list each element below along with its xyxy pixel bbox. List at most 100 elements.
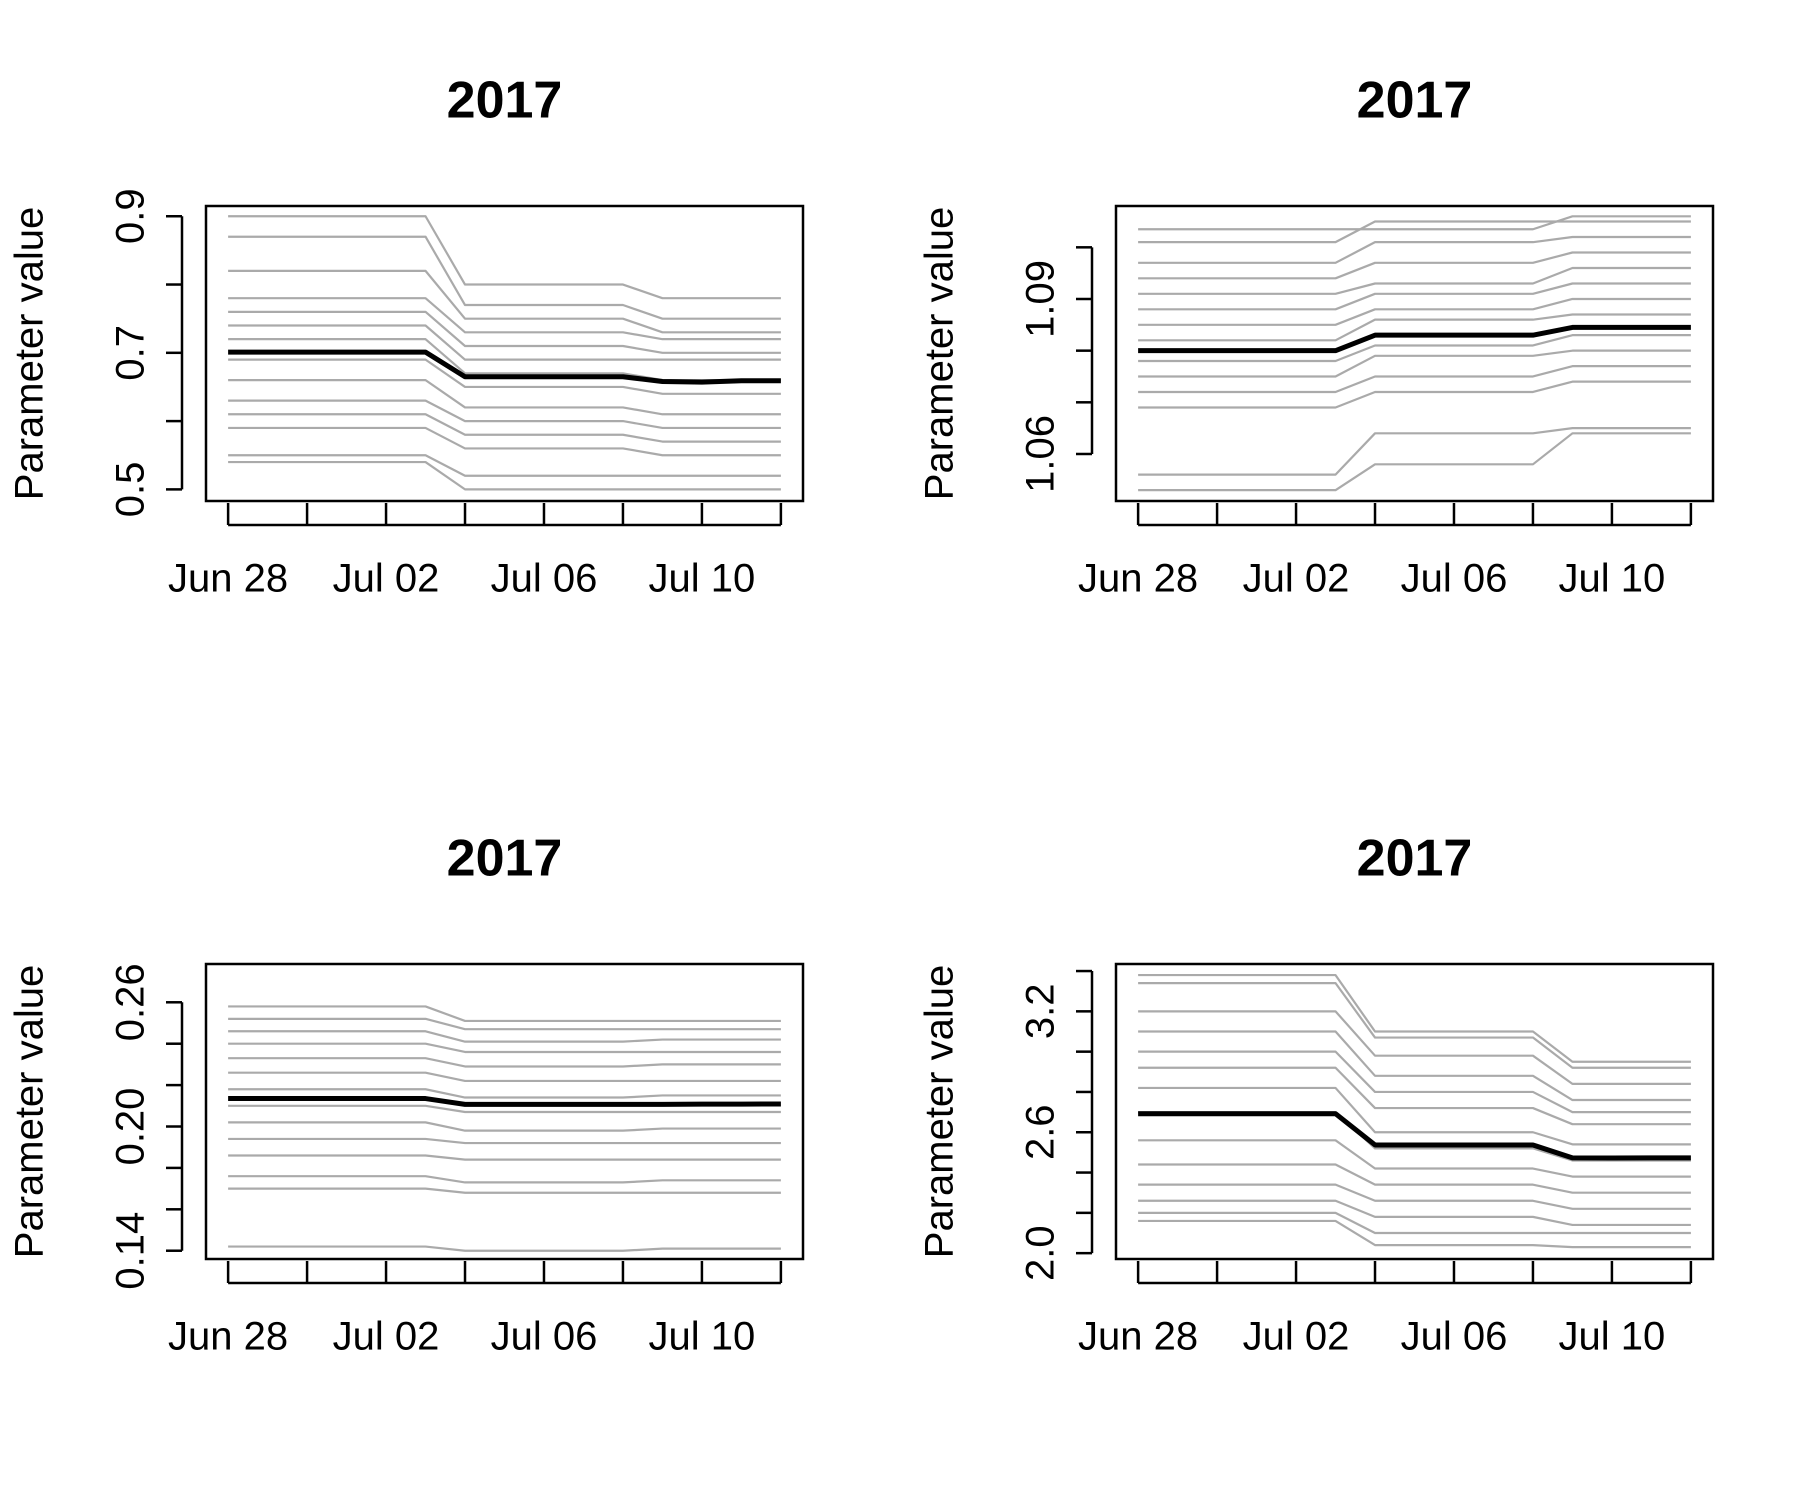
data-line	[1138, 1050, 1691, 1114]
x-tick-label: Jun 28	[168, 1315, 288, 1359]
panel: 2017 Parameter value Jun 28 Jul 02 Jul 06 Jul…	[8, 72, 805, 601]
data-line	[228, 426, 781, 457]
data-line	[1138, 1163, 1691, 1194]
x-tick-label: Jul 10	[649, 557, 756, 601]
x-tick-label: Jul 10	[1559, 1315, 1666, 1359]
plot-frame	[204, 962, 805, 1261]
x-tick-label: Jul 10	[649, 1315, 756, 1359]
x-tick-label: Jul 02	[333, 1315, 440, 1359]
data-line	[228, 1104, 781, 1114]
data-line	[1138, 266, 1691, 295]
panel: 2017 Parameter value Jun 28 Jul 02 Jul 06 Jul…	[8, 830, 805, 1359]
y-axis-label: Parameter value	[918, 965, 962, 1258]
data-line	[1138, 982, 1691, 1069]
data-line	[1138, 1211, 1691, 1235]
y-tick-label: 1.06	[1019, 415, 1063, 493]
chart-title: 2017	[447, 830, 563, 888]
x-tick-label: Jun 28	[168, 557, 288, 601]
data-line	[1138, 215, 1691, 231]
x-tick-label: Jul 06	[1401, 557, 1508, 601]
panel: 2017 Parameter value Jun 28 Jul 02 Jul 06 Jul…	[918, 72, 1715, 601]
data-line	[228, 399, 781, 430]
x-tick-label: Jul 06	[491, 557, 598, 601]
data-line	[228, 1154, 781, 1161]
data-line	[228, 413, 781, 443]
x-tick-label: Jul 02	[333, 557, 440, 601]
chart-title: 2017	[1357, 830, 1473, 888]
data-line	[228, 1057, 781, 1068]
data-line	[1138, 1139, 1691, 1178]
data-line	[228, 1088, 781, 1099]
data-line	[1138, 1183, 1691, 1210]
y-axis-label: Parameter value	[8, 965, 52, 1258]
data-line	[228, 379, 781, 416]
data-line	[1138, 220, 1691, 244]
data-line	[228, 269, 781, 334]
data-line	[228, 1030, 781, 1043]
x-tick-label: Jul 02	[1243, 1315, 1350, 1359]
data-line	[228, 454, 781, 477]
data-line	[228, 349, 781, 385]
y-tick-label: 2.0	[1019, 1225, 1063, 1281]
data-line	[228, 235, 781, 320]
data-line	[1138, 973, 1691, 1063]
data-line	[228, 460, 781, 491]
data-line	[228, 1017, 781, 1031]
data-line	[228, 1175, 781, 1184]
y-tick-label: 1.09	[1019, 260, 1063, 338]
data-line	[1138, 365, 1691, 394]
data-line	[1138, 235, 1691, 264]
data-line	[228, 1042, 781, 1054]
data-line	[1138, 1086, 1691, 1146]
data-line	[1138, 1010, 1691, 1085]
data-line	[1138, 282, 1691, 311]
chart-title: 2017	[447, 72, 563, 130]
y-tick-label: 2.6	[1019, 1104, 1063, 1160]
y-axis-label: Parameter value	[918, 207, 962, 500]
data-line	[1138, 251, 1691, 280]
y-tick-label: 0.14	[109, 1212, 153, 1290]
y-tick-label: 0.20	[109, 1088, 153, 1166]
data-line	[228, 1005, 781, 1023]
data-line	[228, 358, 781, 395]
y-tick-label: 0.5	[109, 462, 153, 518]
data-line	[1138, 349, 1691, 378]
data-line	[1138, 1030, 1691, 1102]
data-line	[1138, 1219, 1691, 1249]
data-line	[228, 1121, 781, 1132]
data-line	[1138, 313, 1691, 342]
x-tick-label: Jun 28	[1078, 1315, 1198, 1359]
data-line	[1138, 432, 1691, 492]
data-line	[1138, 380, 1691, 409]
data-line	[1138, 1111, 1691, 1162]
data-line	[228, 324, 781, 361]
data-line	[1138, 297, 1691, 326]
data-line	[228, 1071, 781, 1083]
chart-title: 2017	[1357, 72, 1473, 130]
data-line	[1138, 427, 1691, 476]
data-line	[228, 1096, 781, 1107]
y-tick-label: 0.26	[109, 963, 153, 1041]
y-tick-label: 0.7	[109, 325, 153, 381]
data-line	[228, 310, 781, 354]
x-tick-label: Jul 06	[491, 1315, 598, 1359]
data-line	[1138, 334, 1691, 363]
panel: 2017 Parameter value Jun 28 Jul 02 Jul 06 Jul…	[918, 830, 1715, 1359]
plot-frame	[204, 204, 805, 503]
y-axis-label: Parameter value	[8, 207, 52, 500]
data-line	[1138, 1066, 1691, 1126]
data-line	[228, 215, 781, 300]
data-line	[1138, 324, 1691, 354]
x-tick-label: Jul 10	[1559, 557, 1666, 601]
plot-frame	[1114, 962, 1715, 1261]
data-line	[228, 1187, 781, 1194]
data-line	[228, 1137, 781, 1145]
x-tick-label: Jun 28	[1078, 557, 1198, 601]
y-tick-label: 0.9	[109, 188, 153, 244]
data-line	[228, 297, 781, 341]
plot-frame	[1114, 204, 1715, 503]
data-line	[228, 1245, 781, 1252]
data-line	[1138, 1111, 1691, 1161]
